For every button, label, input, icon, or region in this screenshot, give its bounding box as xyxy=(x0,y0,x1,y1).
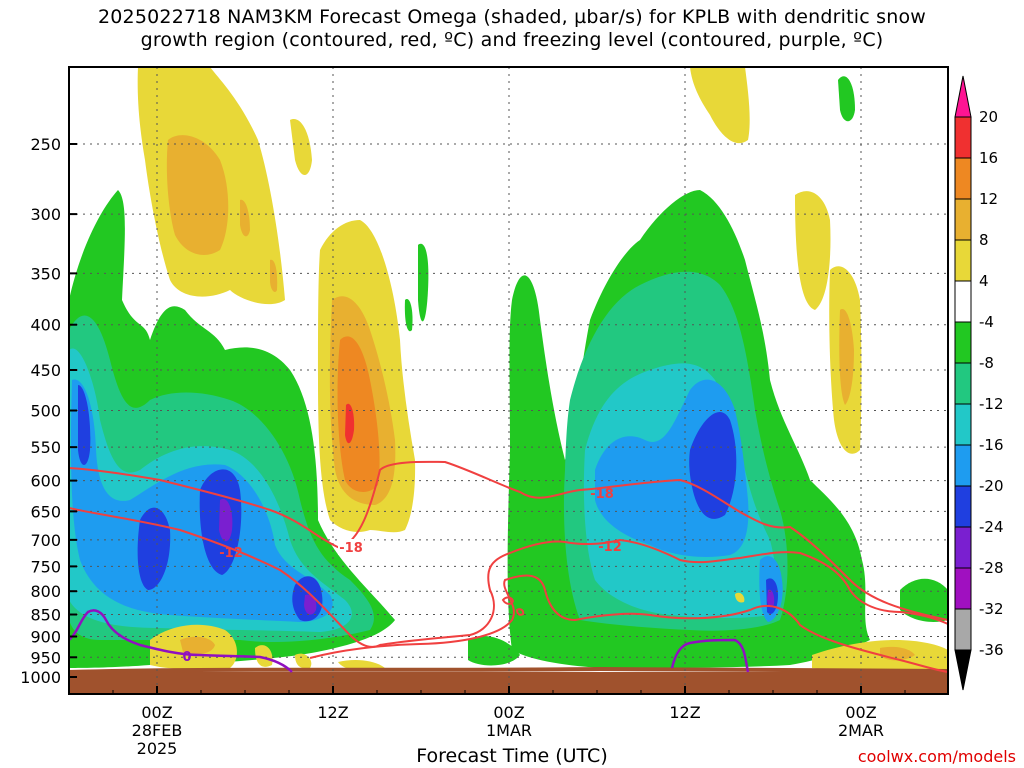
colorbar-label: -28 xyxy=(979,559,1004,577)
y-tick-label: 850 xyxy=(30,606,61,625)
y-tick-label: 250 xyxy=(30,135,61,154)
x-tick-label: 1MAR xyxy=(486,721,532,740)
x-axis-title: Forecast Time (UTC) xyxy=(416,745,608,767)
omega-region-pos-4-top-right xyxy=(690,67,862,454)
omega-patch-neg-4-a xyxy=(418,243,429,322)
dgz-contour-small-loop xyxy=(501,596,525,616)
omega-region-pos-8-top-right xyxy=(839,309,854,405)
omega-patch-neg-4-d xyxy=(468,635,520,666)
x-tick-label: 00Z xyxy=(845,703,876,722)
colorbar-label: 12 xyxy=(979,190,998,208)
x-tick-label: 12Z xyxy=(669,703,700,722)
credit-link[interactable]: coolwx.com/models xyxy=(857,747,1016,766)
colorbar-label: 20 xyxy=(979,108,998,126)
dgz-contour-minus-12 xyxy=(69,507,948,648)
y-tick-label: 900 xyxy=(30,627,61,646)
y-tick-label: 450 xyxy=(30,361,61,380)
contour-label-minus-12-right: -12 xyxy=(598,540,622,555)
contour-label-zero: 0 xyxy=(182,650,191,665)
colorbar-segment xyxy=(954,280,972,323)
y-tick-label: 500 xyxy=(30,402,61,421)
x-tick-label: 00Z xyxy=(141,703,172,722)
colorbar-segment xyxy=(954,239,972,282)
omega-patch-neg-4-b xyxy=(838,76,855,122)
dgz-contour-lower xyxy=(309,574,948,673)
y-tick-label: 650 xyxy=(30,502,61,521)
colorbar-label: -24 xyxy=(979,518,1004,536)
colorbar-segment xyxy=(954,362,972,405)
colorbar-segment xyxy=(954,116,972,159)
y-tick-label: 350 xyxy=(30,264,61,283)
omega-region-pos-8-upper-left xyxy=(166,135,278,292)
y-tick-label: 550 xyxy=(30,438,61,457)
omega-region-neg-16-right xyxy=(595,379,783,622)
colorbar-segment xyxy=(954,198,972,241)
y-tick-label: 800 xyxy=(30,582,61,601)
omega-region-neg-24 xyxy=(219,499,317,615)
colorbar-label: 8 xyxy=(979,231,989,249)
colorbar-segment xyxy=(954,321,972,364)
y-tick-label: 950 xyxy=(30,648,61,667)
colorbar: 20 16 12 8 4 -4 -8 -12 -16 -20 -24 -28 -32 -36 xyxy=(954,75,1004,691)
colorbar-segment xyxy=(954,485,972,528)
x-tick-label: 2025 xyxy=(137,739,178,758)
colorbar-segment xyxy=(954,444,972,487)
dgz-contour-minus-18 xyxy=(69,460,948,621)
colorbar-label: -12 xyxy=(979,395,1004,413)
omega-region-pos-4-bottom-left xyxy=(150,624,385,671)
x-tick-label: 12Z xyxy=(317,703,348,722)
x-tick-label: 00Z xyxy=(493,703,524,722)
colorbar-segment xyxy=(954,608,972,651)
colorbar-label: -20 xyxy=(979,477,1004,495)
chart-title-line-1: 2025022718 NAM3KM Forecast Omega (shaded… xyxy=(97,6,927,28)
colorbar-label: 16 xyxy=(979,149,998,167)
x-tick-label: 2MAR xyxy=(838,721,884,740)
omega-region-neg-20 xyxy=(78,385,323,622)
colorbar-label: -4 xyxy=(979,313,994,331)
colorbar-label: 4 xyxy=(979,272,989,290)
colorbar-label: -32 xyxy=(979,600,1004,618)
colorbar-bottom-arrow xyxy=(954,649,972,691)
y-tick-label: 600 xyxy=(30,472,61,491)
freezing-level-contour-left xyxy=(69,609,293,673)
x-tick-label: 28FEB xyxy=(132,721,183,740)
contour-label-minus-18-right: -18 xyxy=(590,487,614,502)
y-tick-label: 400 xyxy=(30,316,61,335)
omega-region-pos-16-center xyxy=(345,403,355,444)
y-tick-label: 1000 xyxy=(20,668,61,687)
contour-labels: -18 -12 -18 -12 0 xyxy=(182,487,621,665)
colorbar-segment xyxy=(954,403,972,446)
y-tick-label: 700 xyxy=(30,531,61,550)
omega-region-neg-20-right xyxy=(689,411,778,615)
contours xyxy=(69,460,948,673)
colorbar-label: -36 xyxy=(979,641,1004,659)
colorbar-label: -16 xyxy=(979,436,1004,454)
omega-region-pos-8-bottom-left xyxy=(180,636,215,655)
y-tick-label: 750 xyxy=(30,557,61,576)
colorbar-segment xyxy=(954,567,972,610)
y-tick-label: 300 xyxy=(30,205,61,224)
omega-region-pos-12-center xyxy=(337,336,380,492)
contour-label-minus-18-left: -18 xyxy=(339,541,363,556)
colorbar-top-arrow xyxy=(954,75,972,118)
ground-top-edge xyxy=(69,666,948,674)
colorbar-label: -8 xyxy=(979,354,994,372)
colorbar-segment xyxy=(954,526,972,569)
colorbar-segment xyxy=(954,157,972,200)
contour-label-minus-12-left: -12 xyxy=(219,546,243,561)
omega-patch-neg-4-e xyxy=(404,299,413,332)
freezing-level-contour-right xyxy=(670,638,750,673)
chart-title-line-2: growth region (contoured, red, ºC) and f… xyxy=(140,29,884,51)
omega-region-neg-24-right xyxy=(767,589,775,608)
y-axis: 250 300 350 400 450 500 550 600 650 700 750 800 850 9… xyxy=(20,135,77,687)
